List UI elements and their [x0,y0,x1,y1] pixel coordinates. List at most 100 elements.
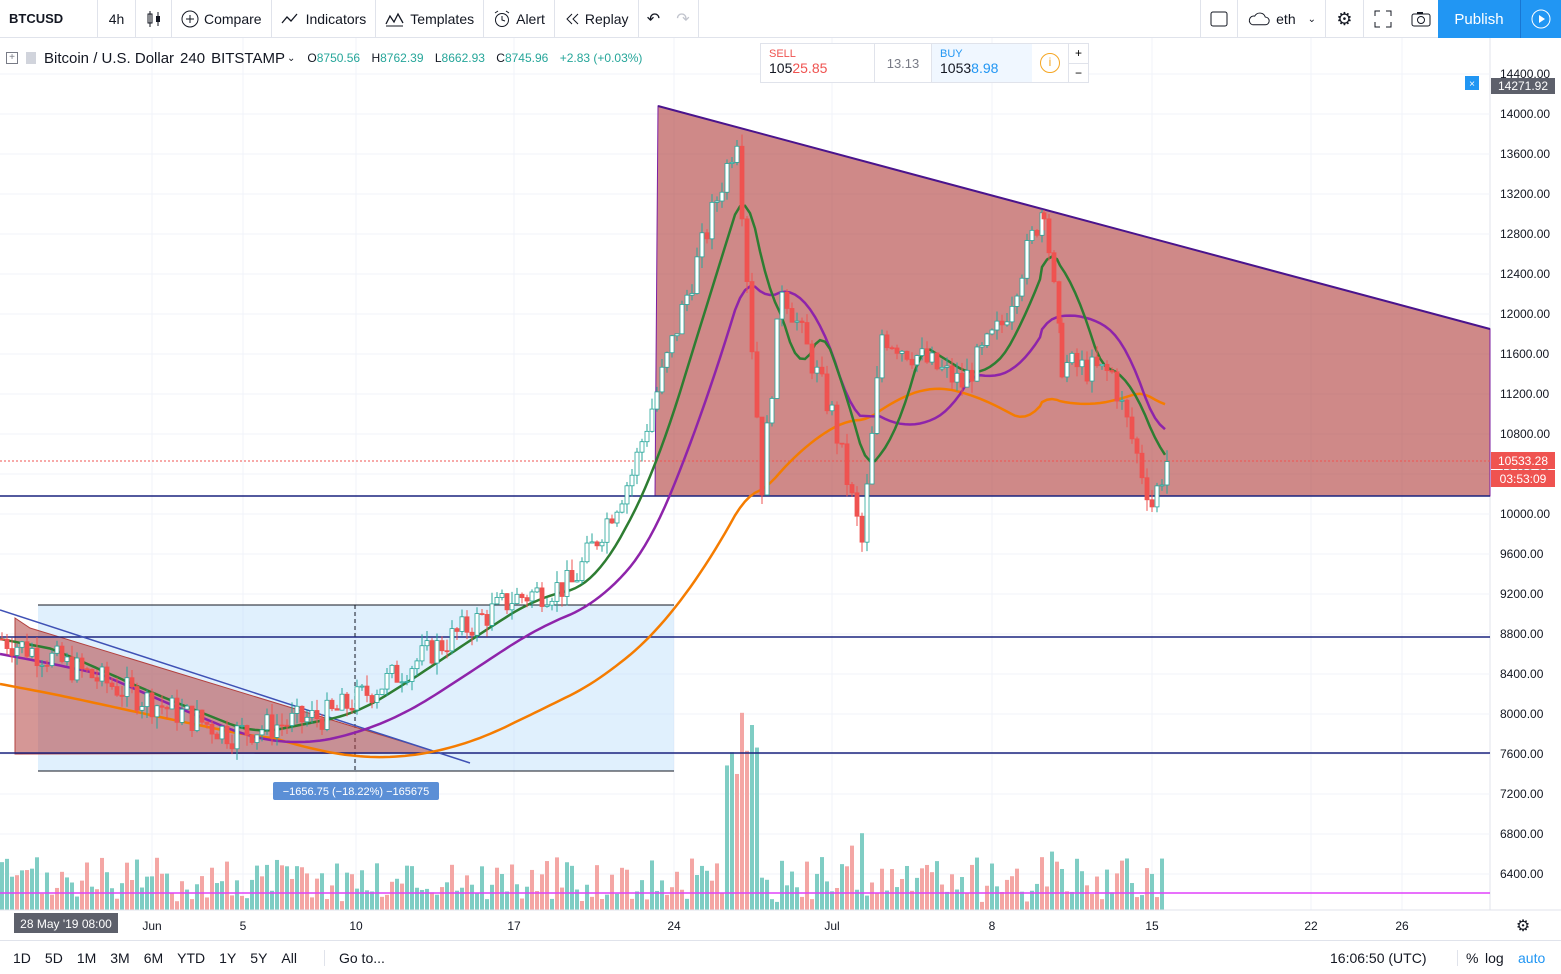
volume-bar [460,887,464,910]
bottom-toolbar: 1D 5D 1M 3M 6M YTD 1Y 5Y All Go to... 16… [0,940,1561,974]
volume-bar [975,857,979,910]
volume-bar [0,862,4,910]
volume-bar [1050,851,1054,910]
volume-bar [295,866,299,910]
volume-bar [180,881,184,910]
goto-button[interactable]: Go to... [323,949,385,966]
undo-button[interactable]: ↶ [639,0,669,38]
candle-body [684,294,690,305]
volume-bar [525,886,529,910]
candle-body [549,600,555,606]
volume-bar [170,893,174,910]
range-1m[interactable]: 1M [76,949,97,966]
volume-bar [1030,890,1034,910]
candle-body [314,710,320,720]
candle-body [1041,212,1047,220]
volume-bar [785,885,789,910]
candle-body [1019,277,1025,297]
symbol-search[interactable]: BTCUSD [0,0,98,38]
candle-body [1069,352,1075,364]
volume-bar [780,860,784,910]
range-6m[interactable]: 6M [143,949,164,966]
last-price-tag: 10533.28 [1498,454,1548,468]
volume-bar [820,857,824,910]
expand-legend-icon[interactable]: + [6,52,18,64]
publish-dropdown-button[interactable] [1520,0,1561,38]
layout-cloud-button[interactable]: eth ⌄ [1238,0,1326,38]
range-all[interactable]: All [281,949,297,966]
volume-bar [430,892,434,910]
candle-body [779,291,785,320]
info-button[interactable]: i [1032,44,1068,82]
chart-type-button[interactable] [136,0,172,38]
volume-bar [1145,868,1149,910]
volume-bar [1160,858,1164,910]
candle-body [189,705,195,731]
minus-icon[interactable]: − [1069,63,1088,82]
publish-button[interactable]: Publish [1438,0,1520,38]
price-tick-label: 9600.00 [1500,547,1544,561]
utc-clock[interactable]: 16:06:50 (UTC) [1330,949,1427,966]
range-ytd[interactable]: YTD [177,949,206,966]
indicators-button[interactable]: Indicators [272,0,377,38]
volume-bar [1140,895,1144,910]
volume-bar [1150,873,1154,910]
buy-button[interactable]: BUY 10538.98 [932,44,1032,82]
candle-body [729,161,735,164]
candle-body [459,616,465,632]
templates-button[interactable]: Templates [376,0,485,38]
fullscreen-button[interactable] [1364,0,1402,38]
auto-toggle[interactable]: auto [1518,949,1546,966]
candle-body [754,351,760,418]
sell-button[interactable]: SELL 10525.85 [761,44,874,82]
candle-body [44,664,50,667]
screenshot-button[interactable] [1402,0,1440,38]
range-5y[interactable]: 5Y [250,949,268,966]
candle-body [9,648,15,656]
replay-label: Replay [584,10,629,27]
range-1y[interactable]: 1Y [219,949,237,966]
close-marker-icon[interactable]: × [1469,79,1475,90]
candle-body [359,685,365,688]
interval-button[interactable]: 4h [98,0,136,38]
redo-button[interactable]: ↷ [669,0,699,38]
settings-button[interactable]: ⚙ [1326,0,1364,38]
candle-body [874,377,880,434]
candle-body [444,650,450,653]
plus-icon[interactable]: + [1074,46,1082,60]
volume-bar [905,865,909,910]
chevron-down-icon[interactable]: ⌄ [286,52,296,64]
volume-bar [815,873,819,910]
volume-bar [1025,901,1029,910]
volume-bar [255,865,259,910]
volume-bar [160,873,164,910]
volume-bar [1085,885,1089,910]
replay-button[interactable]: Replay [555,0,639,38]
candle-body [294,705,300,714]
fullscreen-select-button[interactable] [1200,0,1238,38]
price-chart[interactable]: −1656.75 (−18.22%) −165675 14400.00 14000… [0,38,1561,940]
volume-bar [70,882,74,910]
volume-bar [375,863,379,910]
log-toggle[interactable]: log [1485,949,1504,966]
volume-bar [805,861,809,910]
candle-body [799,320,805,323]
volume-bar [305,873,309,910]
volume-bar [25,870,29,910]
volume-bar [745,750,749,910]
volume-bar [270,890,274,910]
volume-bar [175,901,179,910]
volume-bar [320,873,324,910]
range-3m[interactable]: 3M [110,949,130,966]
candle-body [369,695,375,703]
range-1d[interactable]: 1D [13,949,31,966]
volume-bar [505,891,509,910]
axis-settings-icon[interactable]: ⚙ [1516,918,1530,935]
compare-button[interactable]: Compare [172,0,272,38]
alert-button[interactable]: Alert [484,0,555,38]
percent-toggle[interactable]: % [1457,949,1478,966]
volume-bar [195,884,199,910]
volume-bar [285,866,289,910]
range-5d[interactable]: 5D [44,949,63,966]
candle-body [954,372,960,383]
